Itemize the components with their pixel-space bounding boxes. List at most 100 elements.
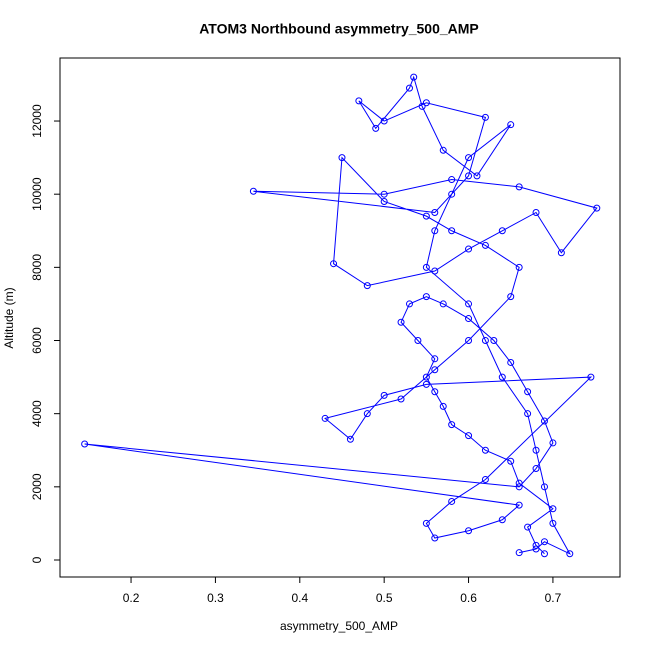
data-point [405,300,413,308]
data-point [587,373,595,381]
data-point [515,501,523,509]
x-tick-label: 0.7 [545,591,562,605]
y-tick-label: 8000 [30,254,44,281]
y-tick-label: 12000 [30,104,44,138]
data-point [380,198,388,206]
data-point [431,366,439,374]
data-point [422,99,430,107]
data-point [566,550,574,558]
x-tick-label: 0.4 [291,591,308,605]
data-point [524,410,532,418]
data-point [549,519,557,527]
data-point [515,183,523,191]
data-point [540,550,548,558]
data-point [431,227,439,235]
data-point [422,263,430,271]
x-axis-label: asymmetry_500_AMP [280,619,398,633]
data-point [593,204,601,212]
data-point [448,176,456,184]
data-point [524,523,532,531]
data-point [355,97,363,105]
y-tick-label: 2000 [30,473,44,500]
data-point [372,124,380,132]
data-point [249,187,257,195]
chart-title: ATOM3 Northbound asymmetry_500_AMP [199,21,479,37]
data-point [380,117,388,125]
data-point [422,519,430,527]
x-tick-label: 0.2 [123,591,140,605]
x-tick-label: 0.3 [207,591,224,605]
data-point [498,373,506,381]
data-point [540,483,548,491]
data-point [448,421,456,429]
data-point [380,190,388,198]
y-tick-label: 0 [30,556,44,563]
data-point [557,249,565,257]
data-point [363,410,371,418]
data-point [532,446,540,454]
data-point [481,476,489,484]
data-point [346,435,354,443]
data-point [481,241,489,249]
data-point [363,282,371,290]
data-point [410,73,418,81]
data-point [532,541,540,549]
data-point [81,440,89,448]
data-point [498,516,506,524]
data-point [498,227,506,235]
data-point [465,245,473,253]
data-point [422,293,430,301]
data-point [380,391,388,399]
data-point [422,380,430,388]
data-point [481,337,489,345]
data-point [465,315,473,323]
data-point [330,260,338,268]
data-point [515,549,523,557]
data-point [431,208,439,216]
data-point [465,172,473,180]
data-point [431,355,439,363]
data-point [532,465,540,473]
data-point [422,373,430,381]
data-point [448,190,456,198]
data-point [397,318,405,326]
x-tick-label: 0.5 [376,591,393,605]
data-point [431,267,439,275]
data-point [507,457,515,465]
data-point [549,439,557,447]
data-point [405,84,413,92]
data-point [540,417,548,425]
data-point [465,300,473,308]
data-point [481,113,489,121]
data-point [397,395,405,403]
data-point [549,505,557,513]
x-tick-label: 0.6 [460,591,477,605]
data-point [465,337,473,345]
data-point [465,154,473,162]
data-point [431,388,439,396]
data-point [507,358,515,366]
data-point [439,300,447,308]
data-point [448,497,456,505]
data-point [431,534,439,542]
data-point [414,337,422,345]
data-point [422,212,430,220]
plot-frame [59,57,621,578]
data-point [338,154,346,162]
data-point [515,483,523,491]
data-point [321,414,329,422]
y-tick-label: 6000 [30,327,44,354]
data-point [507,293,515,301]
data-line [84,75,598,555]
data-point [448,227,456,235]
data-point [507,121,515,129]
data-point [418,102,426,110]
data-point [540,538,548,546]
data-point [532,208,540,216]
data-point [515,263,523,271]
data-point [465,432,473,440]
data-point [439,402,447,410]
y-tick-label: 4000 [30,400,44,427]
data-point [439,146,447,154]
